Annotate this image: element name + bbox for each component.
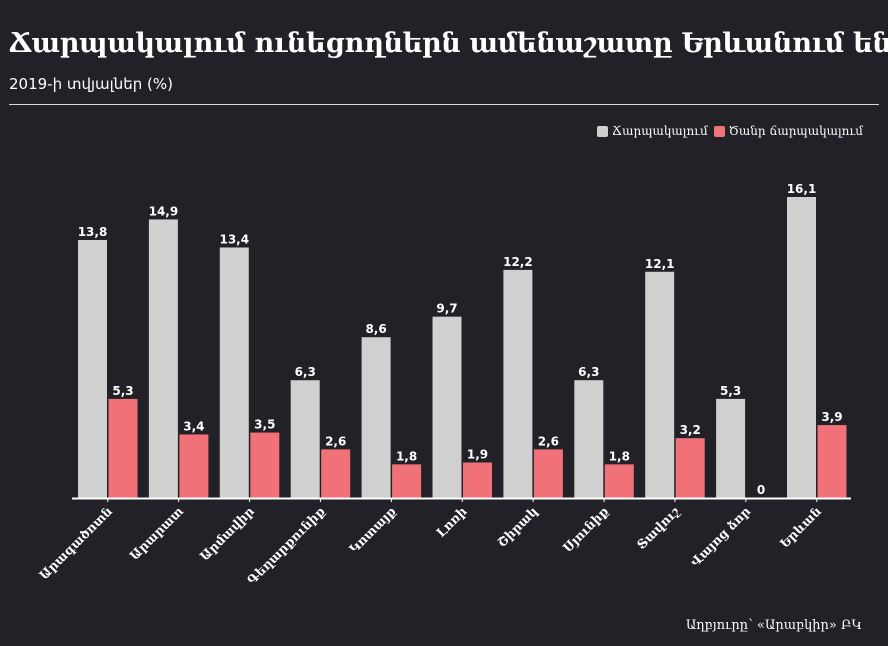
category-label: Գեղարքունիք: [244, 504, 328, 588]
category-label: Լոռի: [433, 504, 469, 540]
bar-severe-obesity[interactable]: [604, 464, 634, 498]
bar-severe-obesity[interactable]: [817, 425, 847, 498]
data-label: 3,2: [680, 423, 701, 437]
bar-obesity[interactable]: [432, 316, 462, 498]
data-label: 12,1: [645, 257, 675, 271]
legend-swatch-obesity: [596, 125, 608, 137]
data-label: 14,9: [149, 204, 179, 218]
bar-severe-obesity[interactable]: [463, 462, 492, 498]
bar-severe-obesity[interactable]: [108, 398, 138, 498]
data-label: 3,9: [821, 410, 842, 424]
bar-group: 13,4 3,5 Արմավիր: [197, 232, 280, 564]
legend-label-obesity: Ճարպակալում: [611, 124, 708, 138]
bar-severe-obesity[interactable]: [392, 464, 422, 498]
category-label: Շիրակ: [494, 504, 541, 551]
bar-group: 8,6 1,8 Կոտայք: [346, 322, 422, 557]
bar-obesity[interactable]: [645, 271, 675, 498]
bar-severe-obesity[interactable]: [533, 449, 563, 498]
legend-item-severe-obesity[interactable]: Ծանր ճարպակալում: [713, 124, 863, 138]
header-divider: [9, 104, 879, 105]
legend-label-severe-obesity: Ծանր ճարպակալում: [728, 124, 863, 138]
bar-obesity[interactable]: [219, 247, 249, 498]
bar-severe-obesity[interactable]: [675, 438, 705, 498]
data-label: 0: [757, 483, 765, 497]
source-note: Աղբյուրը՝ «Արաբկիր» ԲԿ: [685, 618, 862, 633]
bar-obesity[interactable]: [787, 197, 816, 498]
data-label: 1,9: [467, 447, 488, 461]
data-label: 2,6: [538, 434, 559, 448]
category-label: Արագածոտն: [36, 504, 115, 583]
bar-obesity[interactable]: [574, 380, 604, 498]
category-label: Արմավիր: [197, 504, 257, 564]
data-label: 5,3: [720, 384, 741, 398]
data-label: 1,8: [609, 449, 630, 463]
bar-group: 14,9 3,4 Արարատ: [126, 204, 209, 564]
data-label: 1,8: [396, 449, 417, 463]
data-label: 6,3: [578, 365, 599, 379]
bar-group: 12,1 3,2 Տավուշ: [634, 257, 705, 552]
data-label: 5,3: [112, 384, 133, 398]
bar-obesity[interactable]: [290, 380, 320, 498]
data-label: 3,5: [254, 418, 275, 432]
data-label: 13,4: [219, 232, 249, 246]
data-label: 3,4: [183, 419, 204, 433]
bar-obesity[interactable]: [716, 398, 746, 498]
chart-title: Ճարպակալում ունեցողներն ամենաշատը Երևանո…: [9, 28, 888, 59]
data-label: 13,8: [78, 225, 108, 239]
data-label: 16,1: [787, 182, 817, 196]
bar-group: 9,7 1,9 Լոռի: [432, 302, 492, 540]
data-label: 9,7: [436, 302, 457, 316]
category-label: Երևան: [777, 504, 824, 551]
bar-obesity[interactable]: [503, 269, 533, 498]
data-label: 8,6: [365, 322, 386, 336]
bar-group: 12,2 2,6 Շիրակ: [494, 255, 563, 550]
bar-severe-obesity[interactable]: [250, 432, 280, 498]
category-label: Արարատ: [126, 504, 186, 564]
bar-obesity[interactable]: [361, 337, 391, 498]
bar-group: 6,3 1,8 Սյունիք: [560, 365, 634, 555]
bar-obesity[interactable]: [78, 240, 107, 498]
data-label: 2,6: [325, 434, 346, 448]
legend-swatch-severe-obesity: [713, 125, 725, 137]
bar-obesity[interactable]: [148, 219, 178, 498]
category-label: Սյունիք: [560, 504, 612, 556]
data-label: 12,2: [503, 255, 533, 269]
chart-subtitle: 2019-ի տվյալներ (%): [9, 75, 173, 93]
category-label: Տավուշ: [634, 504, 683, 553]
legend: Ճարպակալում Ծանր ճարպակալում: [596, 124, 863, 138]
category-label: Կոտայք: [346, 504, 399, 557]
bar-group: 16,1 3,9 Երևան: [777, 182, 847, 551]
category-label: Վայոց ձոր: [687, 504, 753, 570]
bar-severe-obesity[interactable]: [179, 434, 209, 498]
data-label: 6,3: [295, 365, 316, 379]
bar-severe-obesity[interactable]: [321, 449, 351, 498]
legend-item-obesity[interactable]: Ճարպակալում: [596, 124, 708, 138]
bar-group: 13,8 5,3 Արագածոտն: [36, 225, 138, 583]
